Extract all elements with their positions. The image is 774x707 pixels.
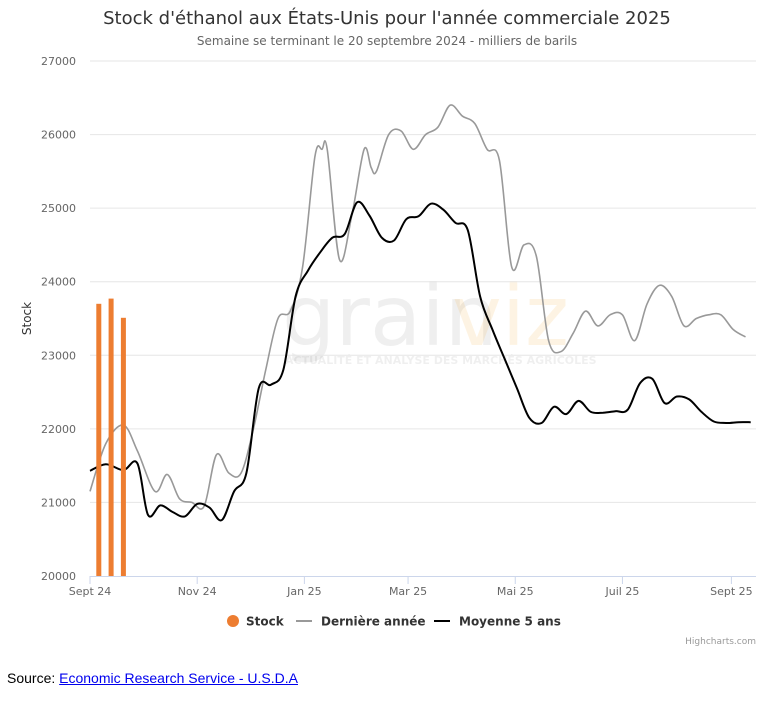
y-tick-label: 23000 bbox=[41, 349, 76, 362]
grainviz-watermark: grain viz ACTUALITÉ ET ANALYSE DES MARCH… bbox=[282, 267, 597, 367]
x-tick-label: Sept 25 bbox=[710, 585, 753, 598]
source-line: Source: Economic Research Service - U.S.… bbox=[7, 670, 298, 686]
x-axis bbox=[89, 576, 756, 584]
watermark-brand-viz: viz bbox=[452, 267, 569, 365]
y-tick-label: 26000 bbox=[41, 129, 76, 142]
chart-legend[interactable]: Stock Dernière année Moyenne 5 ans bbox=[227, 615, 561, 629]
y-tick-label: 27000 bbox=[41, 55, 76, 68]
x-tick-label: Mai 25 bbox=[497, 585, 534, 598]
legend-item[interactable]: Moyenne 5 ans bbox=[434, 615, 561, 629]
y-tick-label: 21000 bbox=[41, 496, 76, 509]
legend-symbol-stock bbox=[227, 615, 239, 627]
legend-label: Stock bbox=[246, 615, 285, 629]
source-label: Source: bbox=[7, 670, 56, 686]
stock-bar bbox=[96, 303, 102, 576]
legend-item[interactable]: Dernière année bbox=[296, 615, 426, 629]
x-tick-label: Mar 25 bbox=[389, 585, 427, 598]
y-tick-label: 22000 bbox=[41, 423, 76, 436]
series-line-moyenne-5-ans bbox=[89, 200, 751, 522]
y-axis-title: Stock bbox=[20, 302, 34, 335]
y-tick-label: 25000 bbox=[41, 202, 76, 215]
legend-label: Moyenne 5 ans bbox=[459, 615, 561, 629]
y-axis-ticks: 20000 21000 22000 23000 24000 25000 26000 27000 bbox=[41, 55, 76, 583]
stock-bar bbox=[120, 317, 126, 576]
x-tick-label: Nov 24 bbox=[178, 585, 217, 598]
x-tick-label: Jan 25 bbox=[286, 585, 321, 598]
y-tick-label: 20000 bbox=[41, 570, 76, 583]
y-tick-label: 24000 bbox=[41, 276, 76, 289]
source-link[interactable]: Economic Research Service - U.S.D.A bbox=[59, 670, 298, 686]
plot-series bbox=[89, 104, 751, 576]
watermark-brand-grain: grain bbox=[282, 267, 498, 365]
stock-bar bbox=[108, 298, 114, 576]
highcharts-credits[interactable]: Highcharts.com bbox=[685, 637, 756, 647]
series-line-derniere-annee bbox=[89, 104, 746, 510]
grid-lines bbox=[90, 60, 756, 503]
legend-label: Dernière année bbox=[321, 615, 426, 629]
x-axis-ticks: Sept 24 Nov 24 Jan 25 Mar 25 Mai 25 Juil 25 Se… bbox=[69, 585, 753, 598]
legend-item[interactable]: Stock bbox=[227, 615, 285, 629]
ethanol-stock-chart: Stock d'éthanol aux États-Unis pour l'an… bbox=[20, 7, 756, 647]
x-tick-label: Sept 24 bbox=[69, 585, 112, 598]
chart-subtitle: Semaine se terminant le 20 septembre 202… bbox=[197, 34, 577, 48]
x-tick-label: Juil 25 bbox=[605, 585, 640, 598]
chart-title: Stock d'éthanol aux États-Unis pour l'an… bbox=[103, 7, 671, 29]
watermark-tagline: ACTUALITÉ ET ANALYSE DES MARCHÉS AGRICOL… bbox=[285, 354, 597, 367]
